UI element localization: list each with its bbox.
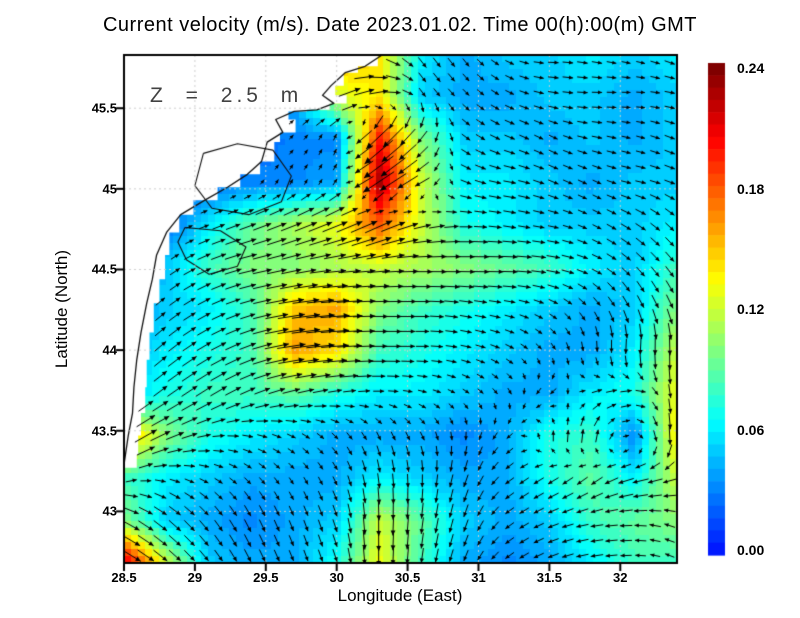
y-axis-label: Latitude (North) xyxy=(52,249,71,369)
x-tick-label: 32 xyxy=(613,570,628,585)
y-tick-label: 44 xyxy=(102,342,117,358)
x-axis-label: Longitude (East) xyxy=(337,586,463,605)
colorbar-tick-label: 0.18 xyxy=(737,180,765,197)
x-tick-label: 29.5 xyxy=(253,570,279,585)
chart-title: Current velocity (m/s). Date 2023.01.02.… xyxy=(102,14,697,36)
y-tick-label: 44.5 xyxy=(91,261,117,277)
colorbar-tick-label: 0.24 xyxy=(737,60,765,76)
x-tick-label: 31 xyxy=(471,570,486,585)
x-tick-label: 31.5 xyxy=(536,570,563,585)
y-tick-label: 45.5 xyxy=(91,100,117,116)
colorbar-tick-label: 0.00 xyxy=(737,542,765,558)
x-tick-label: 30.5 xyxy=(394,570,421,585)
x-tick-label: 30 xyxy=(329,570,344,585)
colorbar-tick-label: 0.06 xyxy=(737,421,765,438)
depth-annotation: Z = 2.5 m xyxy=(150,84,303,107)
y-tick-label: 43.5 xyxy=(91,423,117,439)
y-tick-label: 43 xyxy=(102,503,117,519)
y-tick-label: 45 xyxy=(102,181,117,197)
colorbar-tick-label: 0.12 xyxy=(737,301,765,317)
x-tick-label: 29 xyxy=(187,570,203,585)
x-tick-label: 28.5 xyxy=(111,570,137,585)
